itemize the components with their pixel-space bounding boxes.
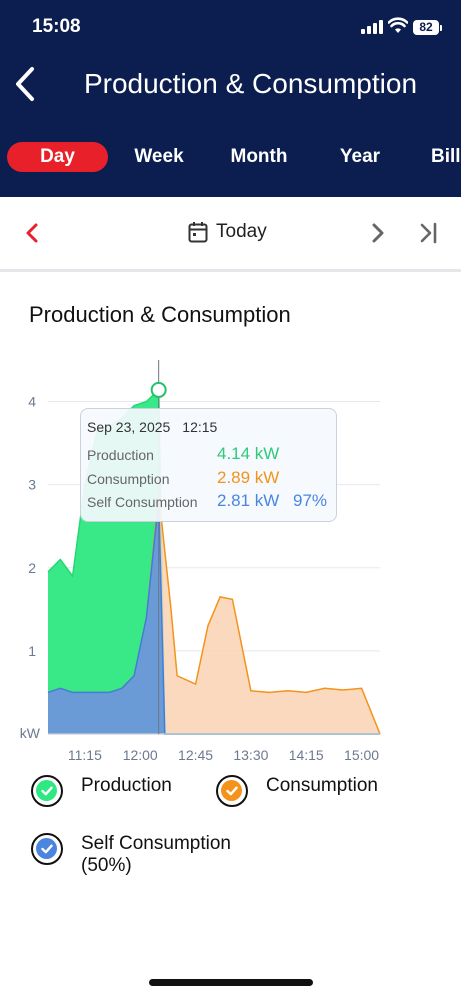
self-consumption-check-icon [31, 833, 63, 865]
x-tick-label: 12:00 [123, 747, 158, 763]
y-tick-label: 3 [28, 477, 36, 493]
page-title: Production & Consumption [83, 68, 418, 99]
tooltip-self-label: Self Consumption [87, 494, 198, 510]
back-button[interactable] [12, 64, 42, 104]
y-tick-label: 2 [28, 560, 36, 576]
tooltip-time: 12:15 [182, 419, 218, 435]
x-tick-label: 14:15 [289, 747, 324, 763]
legend-self-consumption[interactable]: Self Consumption (50%) [31, 833, 251, 879]
legend-production[interactable]: Production [31, 775, 201, 811]
legend-self-line2: (50%) [81, 855, 132, 876]
x-tick-label: 11:15 [68, 747, 102, 763]
tooltip-self-percent: 97% [293, 491, 328, 510]
x-tick-label: 12:45 [178, 747, 213, 763]
consumption-check-icon [216, 775, 248, 807]
consumption-area [48, 493, 380, 734]
legend-production-label: Production [81, 775, 172, 796]
chart-title: Production & Consumption [29, 302, 291, 327]
wifi-icon [388, 17, 408, 33]
x-tick-label: 13:30 [233, 747, 268, 763]
tooltip-consumption-value: 2.89 kW [217, 468, 280, 487]
date-navigation-bar: Today [0, 197, 461, 272]
date-picker-button[interactable]: Today [188, 221, 267, 243]
app-header: 15:08 82 Production & Consumption Day We… [0, 0, 461, 197]
battery-icon: 82 [413, 20, 439, 35]
status-time: 15:08 [32, 16, 81, 37]
next-day-button[interactable] [366, 219, 390, 252]
cellular-signal-icon [361, 20, 383, 34]
tooltip-production-value: 4.14 kW [217, 444, 280, 463]
calendar-icon [188, 222, 208, 243]
tab-year[interactable]: Year [339, 146, 381, 167]
date-label: Today [216, 221, 267, 242]
tab-month[interactable]: Month [230, 146, 288, 167]
y-axis-unit-label: kW [20, 725, 41, 741]
production-point-marker [150, 381, 167, 398]
skip-to-end-icon [420, 222, 437, 244]
legend-consumption[interactable]: Consumption [216, 775, 396, 811]
legend-self-consumption-label: Self Consumption (50%) [81, 833, 231, 877]
previous-day-button[interactable] [20, 219, 44, 252]
self-consumption-area [48, 500, 380, 734]
y-tick-label: 1 [28, 643, 36, 659]
x-tick-label: 15:00 [344, 747, 379, 763]
tab-day[interactable]: Day [7, 142, 108, 172]
legend-consumption-label: Consumption [266, 775, 378, 796]
chart-tooltip: Sep 23, 2025 12:15 Production 4.14 kW Con… [80, 408, 337, 522]
y-tick-label: 4 [28, 394, 36, 410]
chevron-right-icon [372, 223, 384, 243]
period-tabs: Day Week Month Year Bill [0, 142, 461, 174]
jump-to-latest-button[interactable] [416, 219, 442, 252]
tab-week[interactable]: Week [134, 146, 184, 167]
home-indicator [149, 979, 313, 986]
chevron-left-icon [26, 223, 38, 243]
tooltip-consumption-label: Consumption [87, 471, 170, 487]
tooltip-datetime: Sep 23, 2025 12:15 [87, 419, 217, 435]
battery-tip [440, 25, 442, 31]
tooltip-date: Sep 23, 2025 [87, 419, 171, 435]
legend-self-line1: Self Consumption [81, 833, 231, 854]
tooltip-production-label: Production [87, 447, 154, 463]
tooltip-self-value: 2.81 kW [217, 491, 280, 510]
tab-bill[interactable]: Bill [431, 146, 461, 167]
chevron-left-icon [16, 67, 34, 101]
production-check-icon [31, 775, 63, 807]
